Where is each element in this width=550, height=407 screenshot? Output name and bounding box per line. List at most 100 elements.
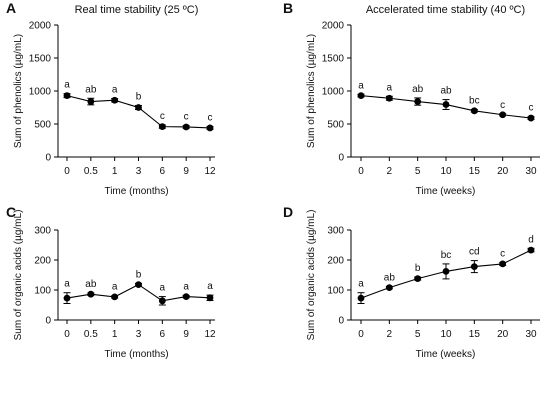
panel-d-significance-letter: bc	[441, 250, 452, 261]
panel-c-significance-letter: a	[64, 279, 70, 290]
panel-d-data-point	[470, 263, 478, 270]
panel-b-x-tick-label: 10	[440, 166, 452, 177]
panel-d-label: D	[283, 204, 293, 220]
panel-b-significance-letter: c	[500, 100, 505, 111]
panel-b-data-point	[442, 101, 450, 108]
panel-a-significance-letter: a	[112, 85, 118, 96]
panel-a-data-point	[135, 104, 142, 111]
panel-a-significance-letter: c	[184, 112, 189, 123]
panel-a-y-tick-label: 0	[45, 153, 51, 164]
panel-d-x-tick-label: 15	[469, 329, 481, 340]
panel-c-x-tick-label: 9	[183, 329, 189, 340]
panel-d-significance-letter: ab	[384, 272, 396, 283]
panel-b-x-tick-label: 2	[387, 166, 393, 177]
panel-b-data-point	[357, 92, 365, 100]
panel-b-data-point	[414, 98, 422, 105]
panel-d-y-tick-label: 0	[338, 316, 344, 327]
panel-b-x-tick-label: 0	[358, 166, 364, 177]
panel-b-significance-letter: ab	[412, 84, 424, 95]
panel-a-x-tick-label: 0.5	[84, 166, 98, 177]
panel-a-data-point	[87, 98, 95, 105]
panel-a-y-tick-label: 500	[34, 120, 51, 131]
panel-a-x-tick-label: 1	[112, 166, 118, 177]
panel-c-significance-letter: ab	[85, 279, 97, 290]
panel-a-data-point	[182, 123, 190, 131]
panel-b-significance-letter: ab	[440, 86, 452, 97]
panel-a-title: Real time stability (25 ºC)	[75, 4, 199, 16]
panel-d-data-point	[499, 260, 507, 268]
panel-d-significance-letter: c	[500, 248, 505, 259]
panel-c-significance-letter: a	[183, 281, 189, 292]
panel-c-data-point	[206, 294, 214, 302]
panel-d-significance-letter: d	[528, 234, 534, 245]
panel-c-data-point	[135, 281, 142, 288]
panel-c-data-point	[182, 293, 190, 300]
panel-c-y-tick-label: 0	[45, 316, 51, 327]
panel-c-significance-letter: a	[207, 281, 213, 292]
panel-a-significance-letter: c	[160, 111, 165, 122]
panel-b-x-tick-label: 20	[497, 166, 509, 177]
panel-a-significance-letter: c	[208, 113, 213, 124]
panel-c-data-point	[111, 293, 119, 301]
panel-c-significance-letter: a	[160, 283, 166, 294]
panel-b-data-point	[527, 114, 535, 122]
panel-c-significance-letter: b	[136, 269, 142, 280]
panel-c-y-tick-label: 100	[34, 286, 51, 297]
panel-a-x-tick-label: 3	[136, 166, 142, 177]
panel-d-x-tick-label: 5	[415, 329, 421, 340]
panel-c-x-tick-label: 0.5	[84, 329, 98, 340]
panel-d-x-tick-label: 10	[440, 329, 452, 340]
panel-c-x-tick-label: 1	[112, 329, 118, 340]
panel-d-y-tick-label: 100	[327, 286, 344, 297]
panel-d-x-tick-label: 2	[387, 329, 393, 340]
panel-d-data-point	[357, 294, 365, 302]
panel-d-significance-letter: cd	[469, 247, 480, 258]
panel-b-title: Accelerated time stability (40 ºC)	[366, 4, 525, 16]
panel-c-label: C	[6, 204, 16, 220]
panel-d-data-point	[527, 246, 535, 254]
panel-a-label: A	[6, 0, 16, 16]
panel-b-x-tick-label: 30	[525, 166, 537, 177]
panel-a-data-point	[63, 92, 71, 100]
panel-d-y-tick-label: 300	[327, 226, 344, 237]
panel-b-x-tick-label: 5	[415, 166, 421, 177]
panel-a-y-tick-label: 1500	[29, 54, 52, 65]
panel-c-data-point	[63, 294, 71, 302]
panel-d-y-tick-label: 200	[327, 256, 344, 267]
panel-b-significance-letter: a	[387, 82, 393, 93]
panel-b-y-tick-label: 0	[338, 153, 344, 164]
panel-b-label: B	[283, 0, 293, 16]
panel-c-x-tick-label: 6	[160, 329, 166, 340]
panel-d-data-point	[414, 275, 422, 282]
panel-b-significance-letter: a	[358, 80, 364, 91]
panel-a-x-tick-label: 12	[204, 166, 216, 177]
panel-d-significance-letter: a	[358, 279, 364, 290]
panel-a-y-tick-label: 2000	[29, 21, 52, 32]
panel-a-data-point	[206, 124, 214, 132]
panel-a-y-axis-title: Sum of phenolics (µg/mL)	[13, 34, 24, 148]
panel-b-y-axis-title: Sum of phenolics (µg/mL)	[306, 34, 317, 148]
panel-b-y-tick-label: 1000	[322, 87, 345, 98]
panel-d-x-axis-title: Time (weeks)	[416, 349, 476, 360]
panel-c-x-tick-label: 3	[136, 329, 142, 340]
panel-d-significance-letter: b	[415, 263, 421, 274]
panel-c-data-point	[87, 290, 95, 298]
panel-b-data-point	[470, 107, 478, 115]
panel-d-data-point	[385, 284, 393, 291]
panel-c-x-axis-title: Time (months)	[104, 349, 168, 360]
panel-a-significance-letter: a	[64, 80, 70, 91]
panel-d-x-tick-label: 20	[497, 329, 509, 340]
panel-b-x-axis-title: Time (weeks)	[416, 186, 476, 197]
panel-b-y-tick-label: 500	[327, 120, 344, 131]
panel-b-y-tick-label: 1500	[322, 54, 345, 65]
panel-b-significance-letter: bc	[469, 95, 480, 106]
panel-a-data-point	[111, 96, 119, 104]
panel-d-y-axis-title: Sum of organic acids (µg/mL)	[306, 210, 317, 341]
panel-a-y-tick-label: 1000	[29, 87, 52, 98]
panel-c-data-point	[158, 297, 166, 305]
panel-d-x-tick-label: 30	[525, 329, 537, 340]
panel-a-x-tick-label: 9	[183, 166, 189, 177]
panel-b-data-point	[385, 94, 393, 102]
panel-a-significance-letter: ab	[85, 84, 97, 95]
